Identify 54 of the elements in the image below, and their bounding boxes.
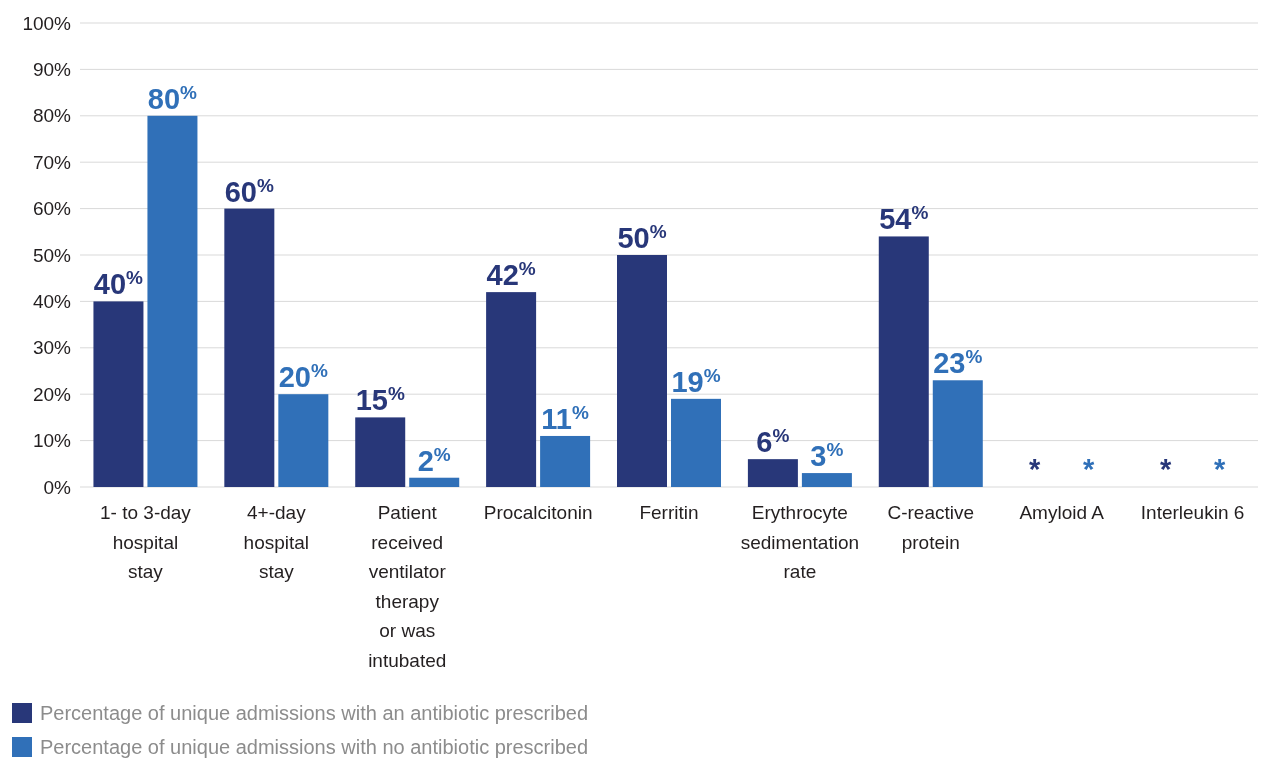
y-tick-label: 20% <box>32 383 72 405</box>
data-label: 2$^{%}$ <box>417 443 451 477</box>
text: * <box>1213 453 1226 485</box>
data-label: 19$^{%}$ <box>671 364 721 398</box>
x-tick-label: Amyloid A <box>1019 502 1105 523</box>
legend-label: Percentage of unique admissions with an antibiotic prescribed <box>40 702 589 724</box>
bar <box>355 417 406 487</box>
x-tick-label: Erythrocyte sedimentation rate <box>740 502 860 582</box>
bar <box>801 473 852 487</box>
y-tick-label: 10% <box>32 430 72 452</box>
bar <box>878 236 929 487</box>
y-tick-label: 100% <box>22 12 72 34</box>
data-label: 3$^{%}$ <box>810 438 844 473</box>
text: * <box>1083 453 1095 485</box>
bar <box>278 394 329 487</box>
bar <box>93 301 144 487</box>
data-label: 23$^{%}$ <box>933 345 983 380</box>
text: * <box>1029 453 1041 485</box>
y-tick-label: 70% <box>32 151 72 173</box>
data-label: 6$^{%}$ <box>756 424 790 459</box>
x-tick-label: Patient received ventilator therapy or was intubated <box>368 502 447 671</box>
data-label: 50$^{%}$ <box>617 220 667 254</box>
bar <box>224 208 275 487</box>
bar <box>147 115 198 487</box>
bar <box>932 380 983 487</box>
x-tick-label: Ferritin <box>639 502 699 523</box>
bar <box>617 255 667 487</box>
bar <box>747 459 798 487</box>
x-tick-label: Interleukin 6 <box>1140 502 1245 523</box>
bar <box>409 477 460 487</box>
y-tick-label: 30% <box>32 337 72 359</box>
bar <box>540 435 591 487</box>
x-tick-label: 1- to 3-day hospital stay <box>100 502 192 582</box>
legend-label: Percentage of unique admissions with no antibiotic prescribed <box>40 736 589 758</box>
bar <box>671 398 721 487</box>
x-tick-label: Procalcitonin <box>483 502 593 523</box>
y-tick-label: 50% <box>32 244 72 266</box>
data-label: 40$^{%}$ <box>93 266 144 301</box>
data-label: 20$^{%}$ <box>278 359 329 394</box>
y-tick-label: 0% <box>43 476 72 498</box>
data-label: 54$^{%}$ <box>879 202 929 236</box>
y-tick-label: 80% <box>32 105 72 127</box>
data-label: 60$^{%}$ <box>224 174 275 208</box>
bar <box>486 292 537 487</box>
y-tick-label: 90% <box>32 59 72 81</box>
text: * <box>1159 453 1172 485</box>
x-tick-label: 4+-day hospital stay <box>243 502 310 582</box>
y-tick-label: 40% <box>32 291 72 313</box>
y-tick-label: 60% <box>32 198 72 220</box>
data-label: 15$^{%}$ <box>355 382 405 417</box>
data-label: 42$^{%}$ <box>486 257 536 292</box>
x-tick-label: C-reactive protein <box>887 502 975 553</box>
data-label: 80$^{%}$ <box>147 81 198 115</box>
data-label: 11$^{%}$ <box>541 401 589 435</box>
